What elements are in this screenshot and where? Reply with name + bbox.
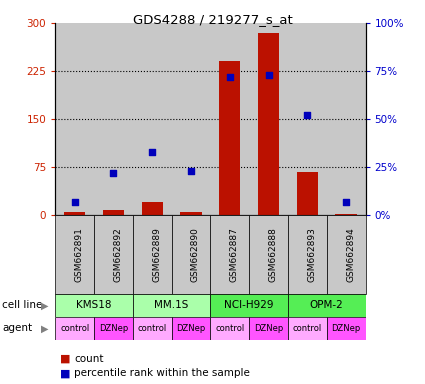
FancyBboxPatch shape [210,215,249,294]
FancyBboxPatch shape [172,317,210,340]
FancyBboxPatch shape [94,215,133,294]
Text: control: control [293,324,322,333]
Text: control: control [215,324,244,333]
FancyBboxPatch shape [249,215,288,294]
FancyBboxPatch shape [94,317,133,340]
FancyBboxPatch shape [210,317,249,340]
Text: DZNep: DZNep [332,324,361,333]
Point [110,170,117,176]
Text: MM.1S: MM.1S [154,300,189,310]
Text: GSM662894: GSM662894 [346,227,355,282]
Text: GSM662887: GSM662887 [230,227,239,282]
FancyBboxPatch shape [133,294,210,317]
FancyBboxPatch shape [55,215,94,294]
Bar [133,23,172,215]
Bar [258,33,279,215]
FancyBboxPatch shape [288,294,366,317]
Text: GSM662891: GSM662891 [75,227,84,282]
Bar [288,23,327,215]
Text: DZNep: DZNep [254,324,283,333]
Bar [297,172,318,215]
FancyBboxPatch shape [133,317,172,340]
Text: ▶: ▶ [41,323,48,333]
Point [265,72,272,78]
Bar [335,214,357,215]
FancyBboxPatch shape [172,215,210,294]
FancyBboxPatch shape [55,294,133,317]
Text: GSM662889: GSM662889 [152,227,161,282]
FancyBboxPatch shape [133,215,172,294]
Point [304,112,311,118]
Text: NCI-H929: NCI-H929 [224,300,274,310]
Bar [327,23,366,215]
Text: DZNep: DZNep [99,324,128,333]
FancyBboxPatch shape [210,294,288,317]
Text: ■: ■ [60,354,70,364]
Bar [103,210,124,215]
Text: GSM662892: GSM662892 [113,227,122,282]
Bar [210,23,249,215]
FancyBboxPatch shape [249,317,288,340]
Bar [64,212,85,215]
Point [227,74,233,80]
Text: GDS4288 / 219277_s_at: GDS4288 / 219277_s_at [133,13,292,26]
Text: count: count [74,354,104,364]
Text: GSM662890: GSM662890 [191,227,200,282]
Bar [219,61,241,215]
Text: cell line: cell line [2,300,42,310]
Text: control: control [60,324,89,333]
FancyBboxPatch shape [288,317,327,340]
Point [149,149,156,155]
FancyBboxPatch shape [288,215,327,294]
Bar [142,202,163,215]
Text: DZNep: DZNep [176,324,206,333]
Text: agent: agent [2,323,32,333]
Text: ■: ■ [60,368,70,378]
FancyBboxPatch shape [327,215,366,294]
FancyBboxPatch shape [55,317,94,340]
Text: GSM662893: GSM662893 [307,227,316,282]
Bar [55,23,94,215]
Text: control: control [138,324,167,333]
Point [187,168,194,174]
Point [343,199,349,205]
Bar [180,212,201,215]
Text: GSM662888: GSM662888 [269,227,278,282]
Bar [249,23,288,215]
Text: ▶: ▶ [41,300,48,310]
FancyBboxPatch shape [327,317,366,340]
Bar [172,23,210,215]
Point [71,199,78,205]
Text: percentile rank within the sample: percentile rank within the sample [74,368,250,378]
Bar [94,23,133,215]
Text: KMS18: KMS18 [76,300,112,310]
Text: OPM-2: OPM-2 [310,300,343,310]
